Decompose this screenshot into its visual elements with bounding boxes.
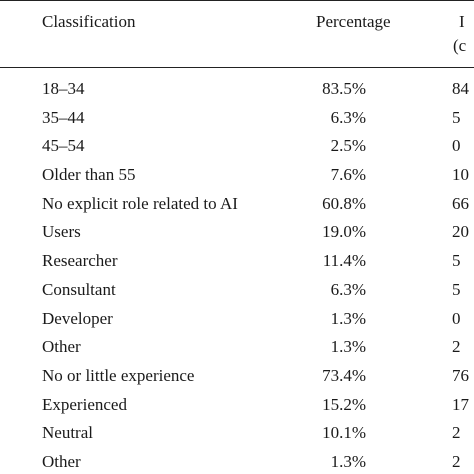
row-label: No or little experience: [42, 365, 195, 385]
row-label: Users: [42, 222, 81, 242]
row-third-value: 76: [452, 365, 469, 385]
row-percentage: 1.3%: [330, 451, 366, 471]
row-label: 35–44: [42, 107, 85, 127]
row-label: No explicit role related to AI: [42, 193, 238, 213]
table-top-rule: [0, 0, 474, 1]
row-third-value: 5: [452, 279, 461, 299]
row-third-value: 2: [452, 337, 461, 357]
table-row: Older than 55 7.6% 10: [0, 163, 474, 192]
row-third-value: 5: [452, 107, 461, 127]
row-label: Other: [42, 451, 81, 471]
row-third-value: 17: [452, 394, 469, 414]
row-third-value: 0: [452, 308, 461, 328]
table-row: Consultant 6.3% 5: [0, 278, 474, 307]
table-row: No explicit role related to AI 60.8% 66: [0, 192, 474, 221]
row-percentage: 73.4%: [322, 365, 366, 385]
table-row: Users 19.0% 20: [0, 220, 474, 249]
table-row: No or little experience 73.4% 76: [0, 364, 474, 393]
row-third-value: 66: [452, 193, 469, 213]
table-row: Other 1.3% 2: [0, 450, 474, 474]
row-percentage: 83.5%: [322, 79, 366, 98]
row-third-value: 5: [452, 251, 461, 271]
row-percentage: 7.6%: [330, 165, 366, 185]
row-third-value: 2: [452, 451, 461, 471]
row-label: Neutral: [42, 423, 93, 443]
table-row: Researcher 11.4% 5: [0, 249, 474, 278]
header-divider-rule: [0, 67, 474, 68]
row-percentage: 15.2%: [322, 394, 366, 414]
table-row: 18–34 83.5% 84: [0, 77, 474, 106]
header-third-column-line2: (c: [453, 36, 467, 55]
row-third-value: 2: [452, 423, 461, 443]
header-percentage: Percentage: [316, 12, 391, 31]
row-percentage: 6.3%: [330, 279, 366, 299]
row-third-value: 20: [452, 222, 469, 242]
row-percentage: 11.4%: [322, 251, 366, 271]
row-percentage: 60.8%: [322, 193, 366, 213]
row-percentage: 6.3%: [330, 107, 366, 127]
row-percentage: 19.0%: [322, 222, 366, 242]
table-row: Other 1.3% 2: [0, 335, 474, 364]
row-label: 45–54: [42, 136, 85, 156]
table-row: Experienced 15.2% 17: [0, 393, 474, 422]
table-row: 45–54 2.5% 0: [0, 134, 474, 163]
row-label: Consultant: [42, 279, 116, 299]
header-classification: Classification: [42, 12, 136, 31]
row-percentage: 2.5%: [330, 136, 366, 156]
header-third-column-line1: I: [459, 12, 465, 31]
table-row: Neutral 10.1% 2: [0, 421, 474, 450]
table-body: 18–34 83.5% 84 35–44 6.3% 5 45–54 2.5% 0…: [0, 77, 474, 474]
table-row: 35–44 6.3% 5: [0, 106, 474, 135]
row-label: Other: [42, 337, 81, 357]
row-percentage: 1.3%: [330, 308, 366, 328]
row-percentage: 10.1%: [322, 423, 366, 443]
row-label: Older than 55: [42, 165, 136, 185]
row-third-value: 10: [452, 165, 469, 185]
row-label: Developer: [42, 308, 113, 328]
row-label: Researcher: [42, 251, 118, 271]
row-third-value: 0: [452, 136, 461, 156]
table-row: Developer 1.3% 0: [0, 307, 474, 336]
row-percentage: 1.3%: [330, 337, 366, 357]
row-third-value: 84: [452, 79, 469, 98]
row-label: Experienced: [42, 394, 127, 414]
row-label: 18–34: [42, 79, 85, 98]
